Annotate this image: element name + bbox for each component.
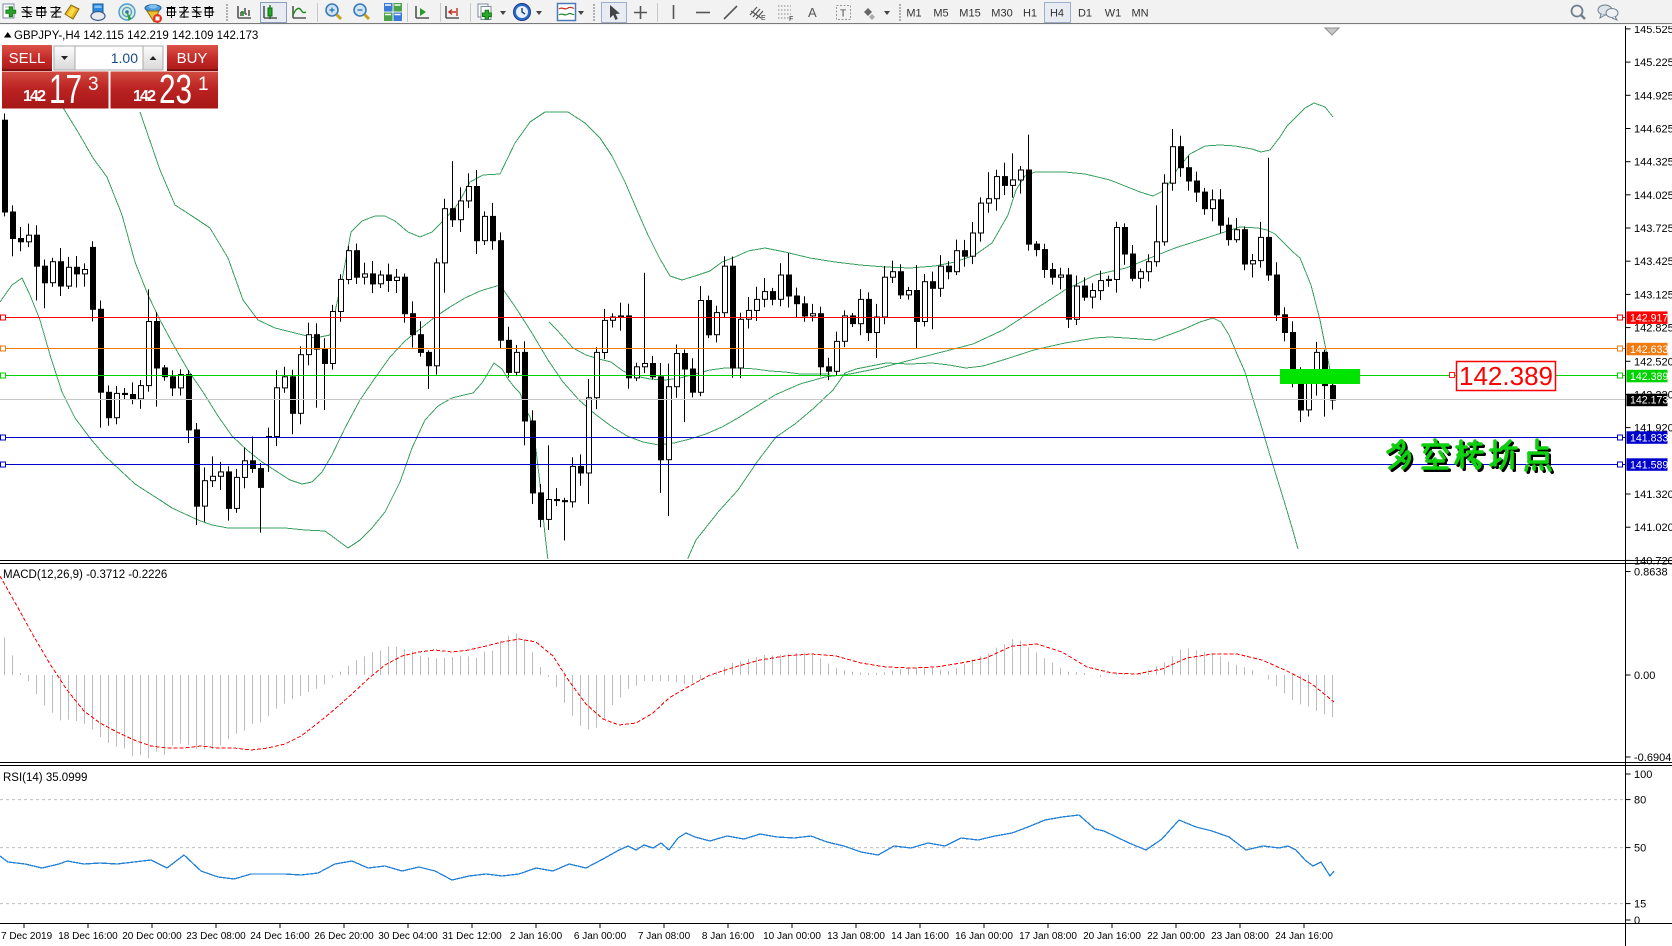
svg-text:20 Jan 16:00: 20 Jan 16:00 [1083, 931, 1141, 942]
svg-text:143.425: 143.425 [1634, 256, 1672, 268]
svg-text:-0.6904: -0.6904 [1634, 752, 1671, 764]
svg-text:142.633: 142.633 [1630, 344, 1668, 356]
svg-text:M1: M1 [906, 8, 921, 20]
svg-text:W1: W1 [1105, 8, 1122, 20]
svg-text:24 Jan 16:00: 24 Jan 16:00 [1275, 931, 1333, 942]
svg-text:23 Jan 08:00: 23 Jan 08:00 [1211, 931, 1269, 942]
svg-text:M5: M5 [933, 8, 948, 20]
svg-text:145.525: 145.525 [1634, 24, 1672, 36]
svg-text:141.020: 141.020 [1634, 522, 1672, 534]
svg-text:143.725: 143.725 [1634, 223, 1672, 235]
svg-text:H1: H1 [1023, 8, 1037, 20]
svg-text:D1: D1 [1078, 8, 1092, 20]
svg-text:23 Dec 08:00: 23 Dec 08:00 [186, 931, 246, 942]
svg-text:144.325: 144.325 [1634, 157, 1672, 169]
svg-text:RSI(14) 35.0999: RSI(14) 35.0999 [3, 772, 87, 784]
svg-text:0: 0 [1634, 915, 1640, 927]
svg-text:GBPJPY-,H4 142.115 142.219 14: GBPJPY-,H4 142.115 142.219 142.109 142.1… [14, 30, 258, 42]
svg-text:142.389: 142.389 [1459, 361, 1553, 391]
svg-text:E: E [761, 15, 766, 22]
svg-text:30 Dec 04:00: 30 Dec 04:00 [378, 931, 438, 942]
svg-text:7 Jan 08:00: 7 Jan 08:00 [638, 931, 691, 942]
svg-text:3: 3 [88, 74, 99, 95]
svg-text:17 Jan 08:00: 17 Jan 08:00 [1019, 931, 1077, 942]
svg-text:2 Jan 16:00: 2 Jan 16:00 [510, 931, 563, 942]
svg-text:141.589: 141.589 [1630, 459, 1668, 471]
svg-text:T: T [840, 9, 846, 20]
svg-text:14 Jan 16:00: 14 Jan 16:00 [891, 931, 949, 942]
svg-text:6 Jan 00:00: 6 Jan 00:00 [574, 931, 627, 942]
svg-text:143.125: 143.125 [1634, 289, 1672, 301]
svg-text:141.320: 141.320 [1634, 489, 1672, 501]
svg-text:MN: MN [1131, 8, 1148, 20]
svg-text:26 Dec 20:00: 26 Dec 20:00 [314, 931, 374, 942]
svg-text:144.925: 144.925 [1634, 90, 1672, 102]
svg-text:144.025: 144.025 [1634, 190, 1672, 202]
svg-text:24 Dec 16:00: 24 Dec 16:00 [250, 931, 310, 942]
svg-text:142.917: 142.917 [1630, 312, 1668, 324]
svg-text:7 Dec 2019: 7 Dec 2019 [1, 931, 53, 942]
svg-text:20 Dec 00:00: 20 Dec 00:00 [122, 931, 182, 942]
svg-text:145.225: 145.225 [1634, 57, 1672, 69]
svg-text:F: F [789, 16, 793, 23]
svg-text:M30: M30 [991, 8, 1012, 20]
svg-text:13 Jan 08:00: 13 Jan 08:00 [827, 931, 885, 942]
svg-text:17: 17 [49, 66, 82, 112]
svg-text:100: 100 [1634, 769, 1652, 781]
svg-text:18 Dec 16:00: 18 Dec 16:00 [58, 931, 118, 942]
svg-text:1: 1 [198, 74, 209, 95]
svg-text:10 Jan 00:00: 10 Jan 00:00 [763, 931, 821, 942]
svg-text:M15: M15 [959, 8, 980, 20]
svg-text:22 Jan 00:00: 22 Jan 00:00 [1147, 931, 1205, 942]
svg-text:16 Jan 00:00: 16 Jan 00:00 [955, 931, 1013, 942]
svg-text:1.00: 1.00 [111, 50, 138, 66]
svg-text:0.8638: 0.8638 [1634, 567, 1668, 579]
svg-text:142.389: 142.389 [1630, 371, 1668, 383]
svg-text:MACD(12,26,9) -0.3712 -0.2226: MACD(12,26,9) -0.3712 -0.2226 [3, 569, 167, 581]
svg-text:15: 15 [1634, 899, 1646, 911]
svg-text:0.00: 0.00 [1634, 670, 1655, 682]
svg-text:50: 50 [1634, 843, 1646, 855]
svg-text:140.720: 140.720 [1634, 555, 1672, 567]
svg-text:23: 23 [159, 66, 192, 112]
svg-text:142.520: 142.520 [1634, 356, 1672, 368]
svg-text:BUY: BUY [177, 50, 208, 67]
svg-text:H4: H4 [1050, 8, 1064, 20]
svg-text:142: 142 [133, 88, 156, 105]
svg-text:A: A [808, 5, 817, 20]
svg-text:31 Dec 12:00: 31 Dec 12:00 [442, 931, 502, 942]
svg-text:144.625: 144.625 [1634, 124, 1672, 136]
svg-text:SELL: SELL [9, 50, 46, 67]
svg-text:142.825: 142.825 [1634, 323, 1672, 335]
svg-text:142: 142 [23, 88, 46, 105]
svg-text:142.173: 142.173 [1630, 395, 1668, 407]
svg-text:8 Jan 16:00: 8 Jan 16:00 [702, 931, 755, 942]
svg-text:141.833: 141.833 [1630, 432, 1668, 444]
svg-text:80: 80 [1634, 795, 1646, 807]
